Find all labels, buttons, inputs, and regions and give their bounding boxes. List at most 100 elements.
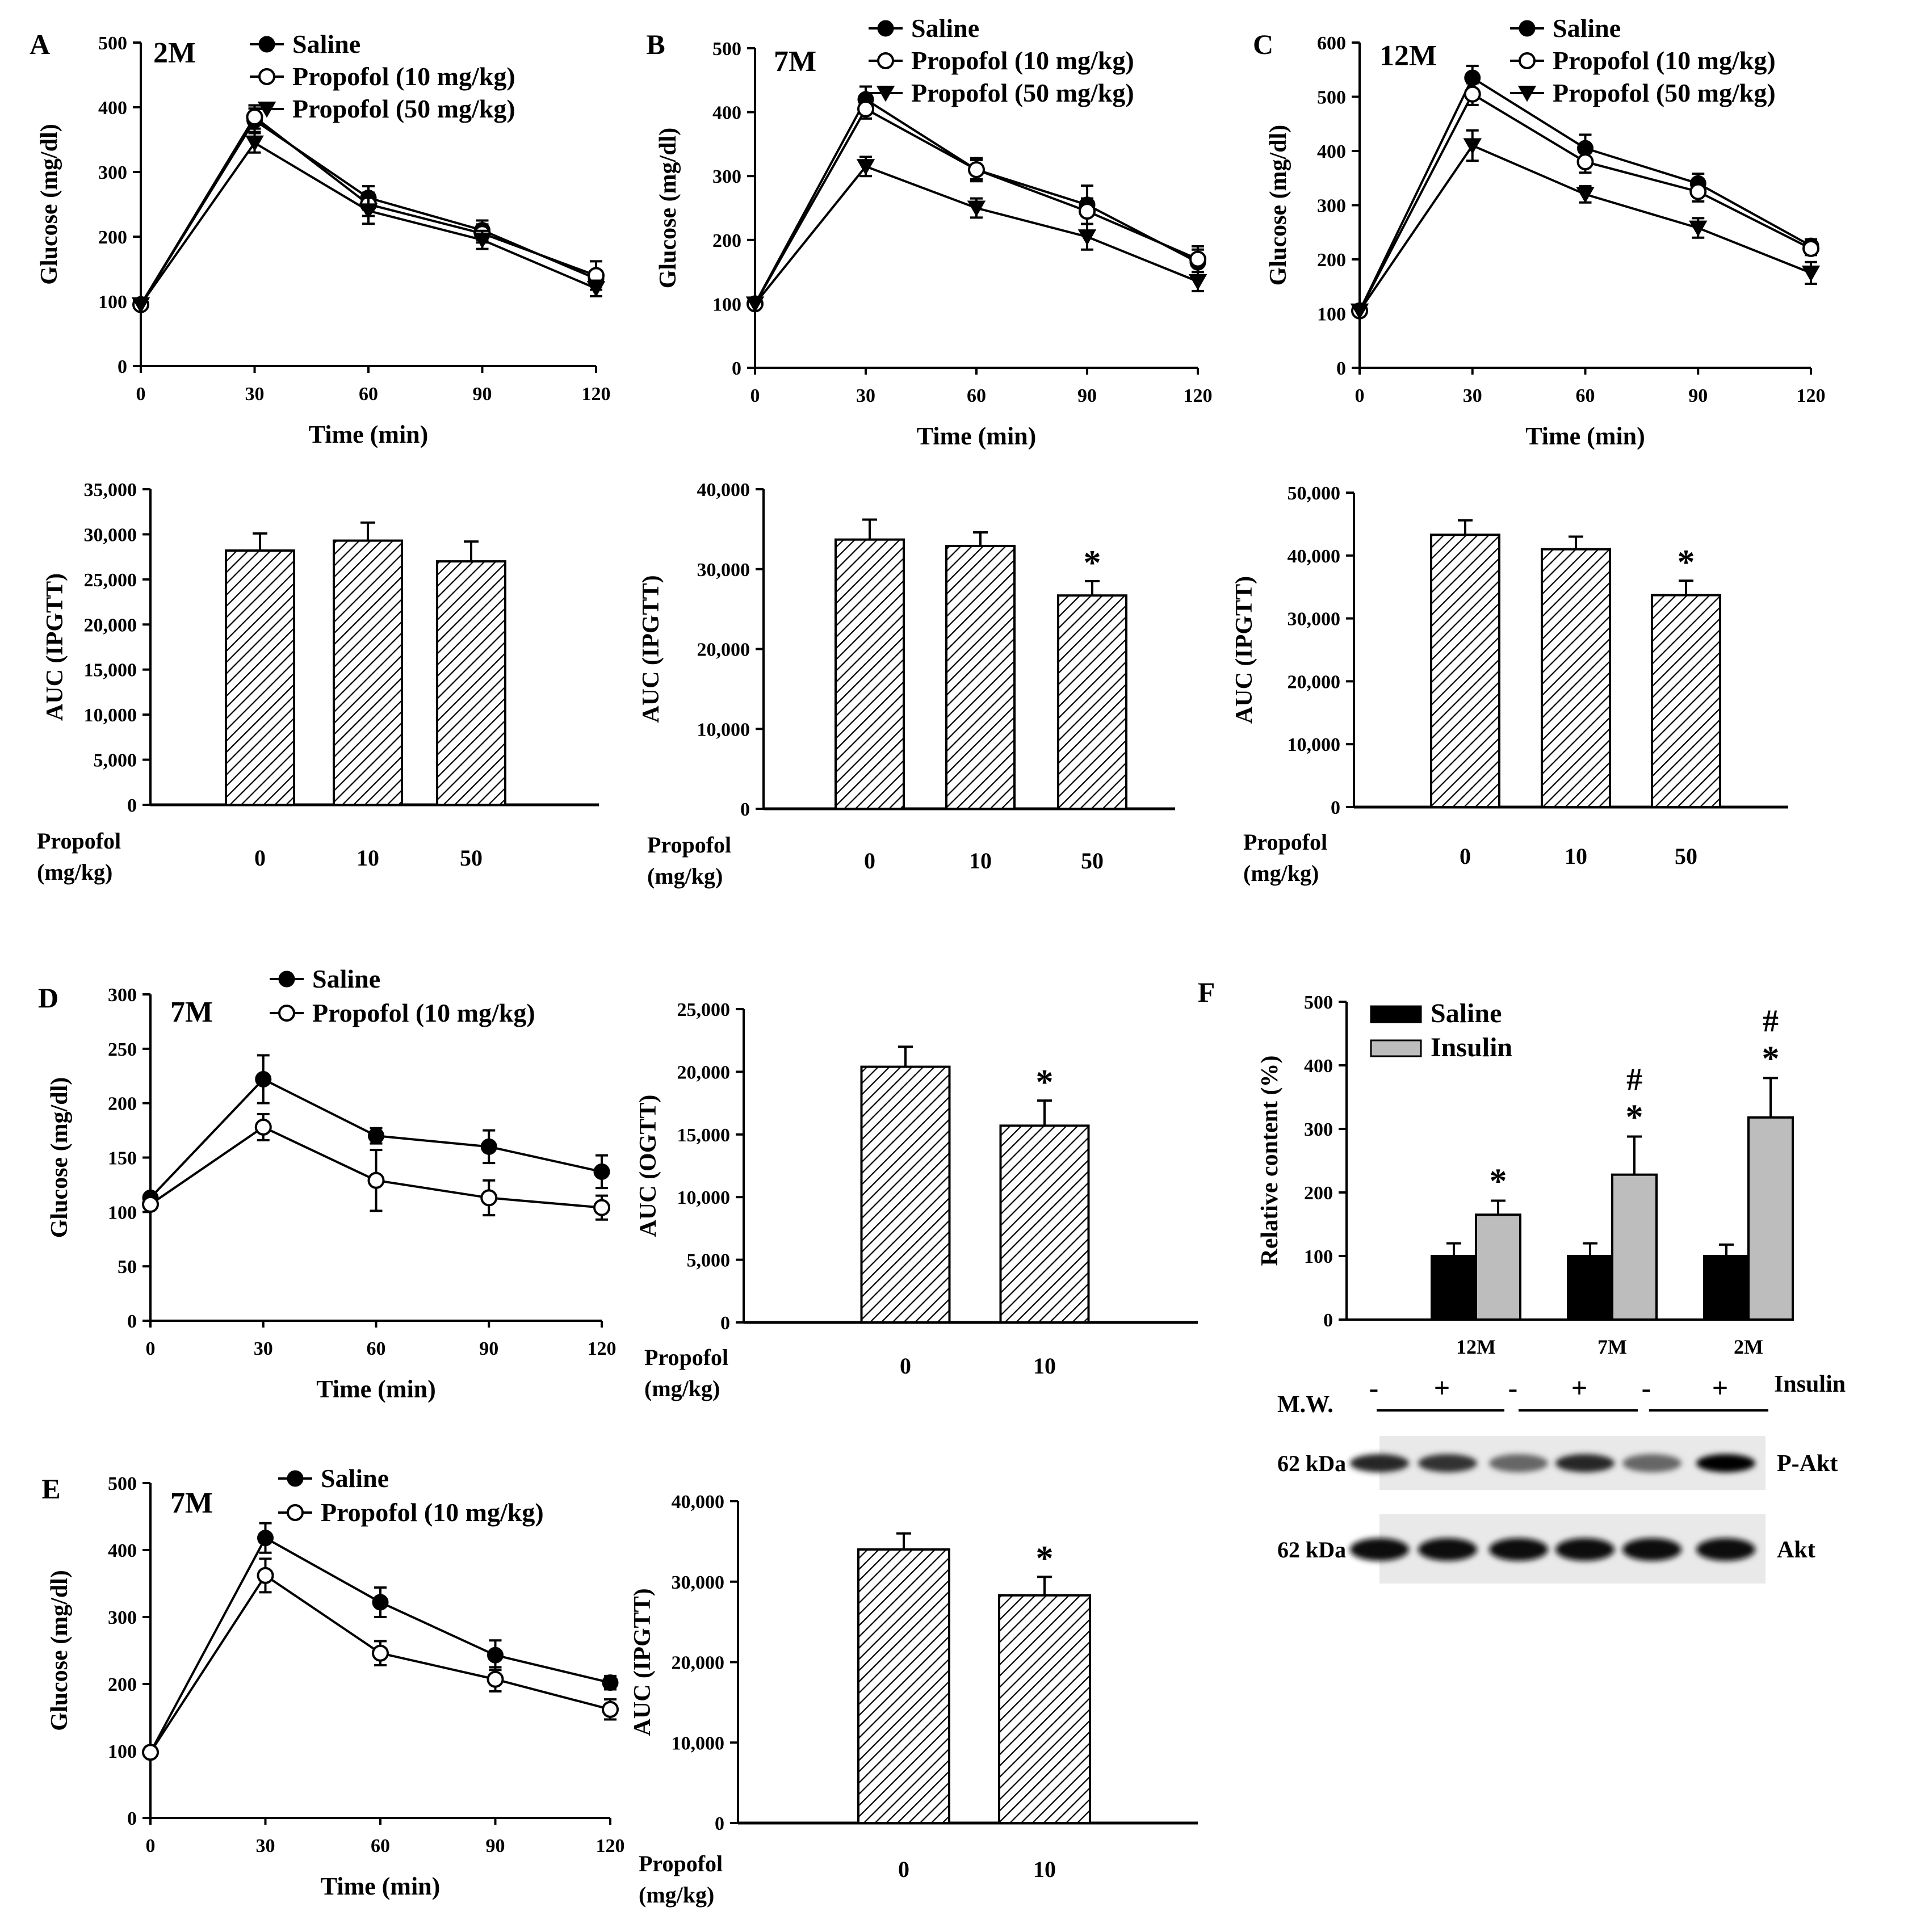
series-1: Propofol (10 mg/kg) [132, 62, 605, 313]
y-axis-title: AUC (IPGTT) [1231, 576, 1257, 724]
y-tick-label: 400 [98, 98, 127, 119]
data-point [1801, 265, 1821, 282]
y-tick-label: 600 [1317, 33, 1346, 54]
legend-marker [278, 971, 295, 988]
data-point [372, 1594, 389, 1611]
bar-chart-D_bar: 0 5,000 10,000 15,000 20,000 25,000 AUC (OGTT)… [635, 999, 1198, 1401]
y-tick-label: 0 [127, 1808, 137, 1829]
y-tick-label: 20,000 [1288, 671, 1341, 692]
x-axis-title: Time (min) [1525, 422, 1645, 450]
y-tick-label: 300 [712, 166, 741, 187]
y-tick-label: 40,000 [672, 1492, 725, 1513]
series-1: Propofol (10 mg/kg) [142, 998, 610, 1221]
legend-swatch [1370, 1005, 1422, 1023]
mw-label: M.W. [1277, 1392, 1333, 1418]
age-tag: 7M [170, 1487, 213, 1519]
category-label: 10 [1565, 843, 1587, 869]
y-tick-label: 300 [108, 985, 137, 1006]
lane-sign: + [1571, 1372, 1588, 1404]
y-tick-label: 500 [1304, 992, 1333, 1013]
lane-sign: + [1434, 1372, 1450, 1404]
data-point [359, 203, 378, 220]
y-tick-label: 500 [98, 33, 127, 54]
y-tick-label: 0 [1336, 358, 1346, 379]
blot-band [1696, 1538, 1755, 1561]
y-tick-label: 10,000 [84, 705, 137, 726]
data-point [1689, 183, 1707, 200]
x-tick-label: 60 [1576, 385, 1595, 406]
bar-insulin [1611, 1173, 1658, 1321]
data-point [131, 297, 150, 314]
blot-band [1622, 1538, 1681, 1561]
series-2: Propofol (50 mg/kg) [131, 94, 606, 314]
bar-chart-C_bar: 0 10,000 20,000 30,000 40,000 50,000 AUC (IPGT… [1231, 483, 1788, 886]
blot-band [1696, 1454, 1755, 1472]
legend-marker [287, 1470, 304, 1487]
x-tick-label: 60 [967, 385, 986, 406]
category-label: 0 [900, 1353, 911, 1379]
y-tick-label: 20,000 [672, 1653, 725, 1674]
data-point [487, 1670, 504, 1688]
legend-marker [278, 1005, 295, 1022]
x-tick-label: 120 [1184, 385, 1213, 406]
age-tag: 12M [1379, 40, 1437, 72]
y-tick-label: 0 [720, 1313, 730, 1334]
data-point [245, 135, 264, 152]
y-tick-label: 10,000 [672, 1733, 725, 1754]
series-0: Saline [142, 964, 610, 1206]
data-point [1189, 250, 1206, 268]
bar-chart-B_bar: 0 10,000 20,000 30,000 40,000 AUC (IPGTT) Prop… [638, 480, 1175, 889]
data-point [1576, 153, 1594, 171]
legend-label: Propofol (10 mg/kg) [312, 998, 535, 1027]
y-tick-label: 25,000 [84, 570, 137, 591]
y-tick-label: 0 [1323, 1310, 1333, 1331]
legend-marker [877, 52, 894, 69]
category-label: 10 [1033, 1353, 1056, 1379]
group-label: Propofol [37, 828, 121, 854]
y-axis-title: Glucose (mg/dl) [47, 1570, 73, 1731]
x-tick-label: 120 [582, 384, 611, 405]
y-tick-label: 30,000 [672, 1572, 725, 1593]
data-point [602, 1700, 619, 1718]
y-axis-title: Glucose (mg/dl) [36, 124, 62, 284]
data-point [1077, 229, 1097, 246]
x-tick-label: 0 [136, 384, 146, 405]
significance-marker: * [1036, 1539, 1054, 1578]
legend-label: Saline [312, 964, 380, 993]
category-label: 10 [1033, 1857, 1056, 1882]
panel-letter: C [1253, 28, 1273, 60]
panel-letter: E [41, 1473, 60, 1505]
legend-marker [877, 20, 894, 37]
data-point [257, 1566, 274, 1584]
y-tick-label: 100 [98, 292, 127, 313]
x-axis-title: Time (min) [316, 1375, 436, 1403]
western-blot: M.W. Insulin - + - + - +62 kDa P-Akt 62 kDa Akt [1277, 1371, 1846, 1584]
x-tick-label: 60 [359, 384, 378, 405]
category-label: 0 [898, 1857, 909, 1882]
y-tick-label: 15,000 [677, 1125, 731, 1146]
y-tick-label: 0 [715, 1813, 724, 1834]
significance-marker: * [1626, 1098, 1643, 1136]
y-tick-label: 0 [127, 795, 137, 816]
blot-band [1418, 1538, 1477, 1561]
data-point [372, 1644, 389, 1662]
bar [1541, 548, 1611, 808]
y-tick-label: 400 [1304, 1056, 1333, 1077]
blot-row-p-akt: 62 kDa P-Akt [1277, 1436, 1838, 1490]
y-tick-label: 20,000 [84, 615, 137, 636]
data-point [856, 159, 875, 175]
bar [333, 539, 403, 806]
data-point [1464, 85, 1481, 103]
blot-band [1418, 1454, 1477, 1472]
x-tick-label: 30 [245, 384, 265, 405]
x-tick-label: 90 [479, 1338, 498, 1359]
group-label-unit: (mg/kg) [37, 859, 112, 885]
lane-sign: - [1508, 1372, 1518, 1404]
age-tag: 7M [170, 996, 213, 1028]
legend-label: Propofol (10 mg/kg) [911, 46, 1134, 75]
y-tick-label: 15,000 [84, 660, 137, 681]
data-point [480, 1189, 498, 1207]
group-label-unit: (mg/kg) [644, 1376, 720, 1401]
y-axis-title: Relative content (%) [1257, 1056, 1283, 1266]
data-point [1463, 138, 1482, 154]
